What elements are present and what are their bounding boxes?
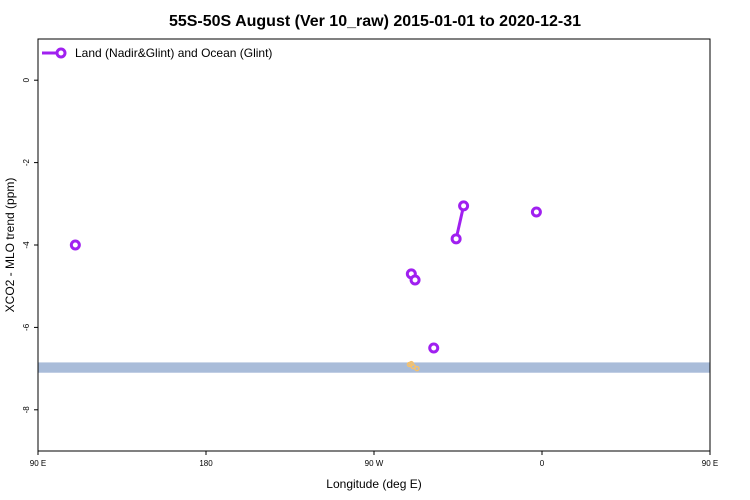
x-axis: 90 E 180 90 W 0 90 E xyxy=(30,451,718,468)
x-tick-label: 90 E xyxy=(30,459,46,468)
series-layer xyxy=(69,200,542,354)
x-axis-label: Longitude (deg E) xyxy=(326,477,421,491)
y-tick-label: -8 xyxy=(22,406,31,414)
orange-marks-layer xyxy=(406,360,420,372)
y-tick-label: 0 xyxy=(22,77,31,82)
data-point xyxy=(69,239,81,251)
x-tick-label: 90 E xyxy=(702,459,718,468)
reference-band xyxy=(38,362,710,373)
chart-title: 55S-50S August (Ver 10_raw) 2015-01-01 t… xyxy=(169,13,581,30)
y-tick-label: -2 xyxy=(22,158,31,166)
legend-label: Land (Nadir&Glint) and Ocean (Glint) xyxy=(75,46,272,60)
legend: Land (Nadir&Glint) and Ocean (Glint) xyxy=(42,46,272,60)
data-point xyxy=(458,200,470,212)
data-point xyxy=(530,206,542,218)
data-point xyxy=(428,342,440,354)
legend-marker xyxy=(55,47,67,59)
y-axis: 0 -2 -4 -6 -8 xyxy=(22,77,38,413)
y-tick-label: -4 xyxy=(22,241,31,249)
plot-frame xyxy=(37,38,711,452)
x-tick-label: 90 W xyxy=(365,459,384,468)
x-tick-label: 0 xyxy=(540,459,545,468)
data-point xyxy=(409,274,421,286)
reference-band-layer xyxy=(38,362,710,373)
data-point xyxy=(450,233,462,245)
series-line-segment xyxy=(454,205,466,240)
y-tick-label: -6 xyxy=(22,323,31,331)
orange-mark xyxy=(414,365,420,372)
x-tick-label: 180 xyxy=(199,459,213,468)
y-axis-label: XCO2 - MLO trend (ppm) xyxy=(3,178,17,313)
